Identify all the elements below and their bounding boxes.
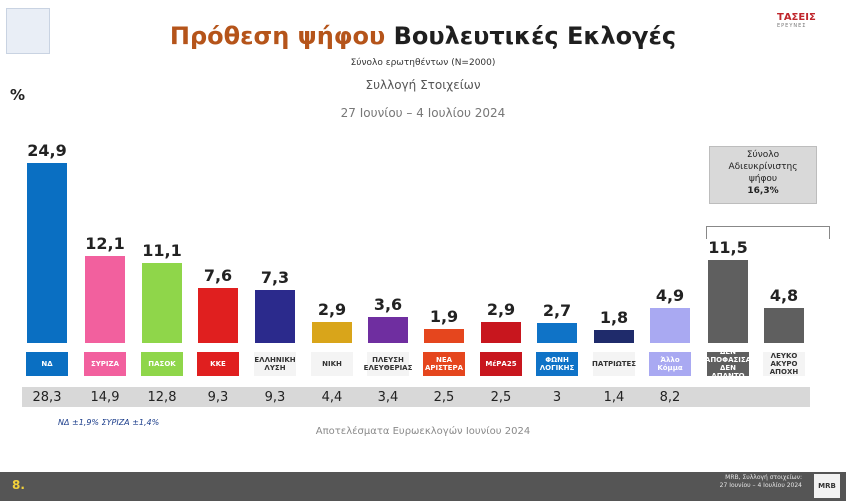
party-logo-8: ΜέΡΑ25 — [480, 352, 522, 376]
title-part1: Πρόθεση ψήφου — [169, 22, 386, 50]
page-number: 8. — [12, 478, 25, 492]
undecided-line1: Σύνολο — [746, 150, 780, 160]
bar-12 — [708, 259, 748, 343]
bar-5 — [312, 322, 352, 343]
bar-value-11: 4,9 — [655, 285, 685, 305]
bar-value-6: 3,6 — [373, 294, 403, 314]
euro-result-3: 9,3 — [207, 390, 229, 405]
bar-1 — [85, 255, 125, 343]
bar-8 — [481, 322, 521, 343]
party-logo-13: ΛΕΥΚΟ ΑΚΥΡΟ ΑΠΟΧΗ — [763, 352, 805, 376]
bar-4 — [255, 290, 295, 343]
bar-value-5: 2,9 — [317, 300, 347, 320]
bar-7 — [424, 329, 464, 343]
source-line2: 27 Ιουνίου – 4 Ιουλίου 2024 — [719, 482, 802, 489]
party-logo-4: ΕΛΛΗΝΙΚΗ ΛΥΣΗ — [254, 352, 296, 376]
euro-result-6: 3,4 — [377, 390, 399, 405]
bar-value-10: 1,8 — [599, 307, 629, 327]
logo-subtext: ΕΡΕΥΝΕΣ — [777, 23, 807, 29]
bar-value-0: 24,9 — [27, 140, 67, 160]
bar-value-3: 7,6 — [203, 266, 233, 286]
party-logo-1: ΣΥΡΙΖΑ — [84, 352, 126, 376]
source-note: MRB, Συλλογή στοιχείων: 27 Ιουνίου – 4 Ι… — [680, 474, 802, 490]
undecided-box: Σύνολο Αδιευκρίνιστης ψήφου 16,3% — [709, 146, 817, 204]
bar-value-4: 7,3 — [260, 268, 290, 288]
period-label: 27 Ιουνίου – 4 Ιουλίου 2024 — [340, 106, 506, 120]
party-logo-2: ΠΑΣΟΚ — [141, 352, 183, 376]
undecided-bracket — [706, 226, 830, 239]
bar-value-2: 11,1 — [142, 240, 182, 260]
party-logo-3: ΚΚΕ — [197, 352, 239, 376]
euro-result-4: 9,3 — [264, 390, 286, 405]
collection-label: Συλλογή Στοιχείων — [365, 78, 481, 92]
euro-result-5: 4,4 — [321, 390, 343, 405]
page-title: Πρόθεση ψήφου Βουλευτικές Εκλογές — [0, 22, 846, 50]
bar-10 — [594, 329, 634, 343]
undecided-line3: ψήφου — [748, 174, 778, 184]
euro-result-2: 12,8 — [147, 390, 177, 405]
euro-result-9: 3 — [552, 390, 562, 405]
undecided-value: 16,3% — [747, 186, 779, 196]
party-logo-12: ΔΕΝ ΑΠΟΦΑΣΙΣΑ ΔΕΝ ΑΠΑΝΤΩ — [704, 348, 752, 380]
bar-11 — [650, 307, 690, 343]
euro-result-7: 2,5 — [433, 390, 455, 405]
margin-note: ΝΔ ±1,9% ΣΥΡΙΖΑ ±1,4% — [58, 418, 160, 427]
greece-map-icon — [6, 8, 50, 54]
party-logo-7: ΝΕΑ ΑΡΙΣΤΕΡΑ — [423, 352, 465, 376]
party-logo-10: ΠΑΤΡΙΩΤΕΣ — [592, 352, 636, 376]
euro-result-1: 14,9 — [90, 390, 120, 405]
bar-value-8: 2,9 — [486, 300, 516, 320]
mrb-logo: MRB — [814, 474, 840, 498]
unit-label: % — [10, 86, 26, 104]
party-logo-11: Άλλο Κόμμα — [649, 352, 691, 376]
footer-bar — [0, 472, 846, 501]
taseis-logo: ΤΑΣΕΙΣ ΕΡΕΥΝΕΣ — [777, 12, 837, 30]
bar-3 — [198, 288, 238, 343]
euro-results-row — [22, 387, 810, 407]
bar-6 — [368, 316, 408, 343]
party-logo-0: ΝΔ — [26, 352, 68, 376]
party-logo-6: ΠΛΕΥΣΗ ΕΛΕΥΘΕΡΙΑΣ — [364, 352, 412, 376]
euro-results-label: Αποτελέσματα Ευρωεκλογών Ιουνίου 2024 — [315, 426, 531, 437]
bar-9 — [537, 323, 577, 343]
bar-value-1: 12,1 — [85, 233, 125, 253]
bar-value-12: 11,5 — [708, 237, 748, 257]
title-part2: Βουλευτικές Εκλογές — [393, 22, 677, 50]
source-line1: MRB, Συλλογή στοιχείων: — [725, 474, 802, 481]
bar-value-9: 2,7 — [542, 301, 572, 321]
bar-value-13: 4,8 — [769, 286, 799, 306]
bar-13 — [764, 308, 804, 343]
euro-result-8: 2,5 — [490, 390, 512, 405]
euro-result-10: 1,4 — [603, 390, 625, 405]
undecided-line2: Αδιευκρίνιστης — [728, 162, 798, 172]
euro-result-0: 28,3 — [32, 390, 62, 405]
party-logo-5: ΝΙΚΗ — [311, 352, 353, 376]
logo-text: ΤΑΣΕΙΣ — [777, 12, 816, 23]
bar-value-7: 1,9 — [429, 307, 459, 327]
party-logo-9: ΦΩΝΗ ΛΟΓΙΚΗΣ — [536, 352, 578, 376]
bar-0 — [27, 162, 67, 343]
bar-2 — [142, 262, 182, 343]
euro-result-11: 8,2 — [659, 390, 681, 405]
sample-size: Σύνολο ερωτηθέντων (N=2000) — [350, 58, 496, 68]
